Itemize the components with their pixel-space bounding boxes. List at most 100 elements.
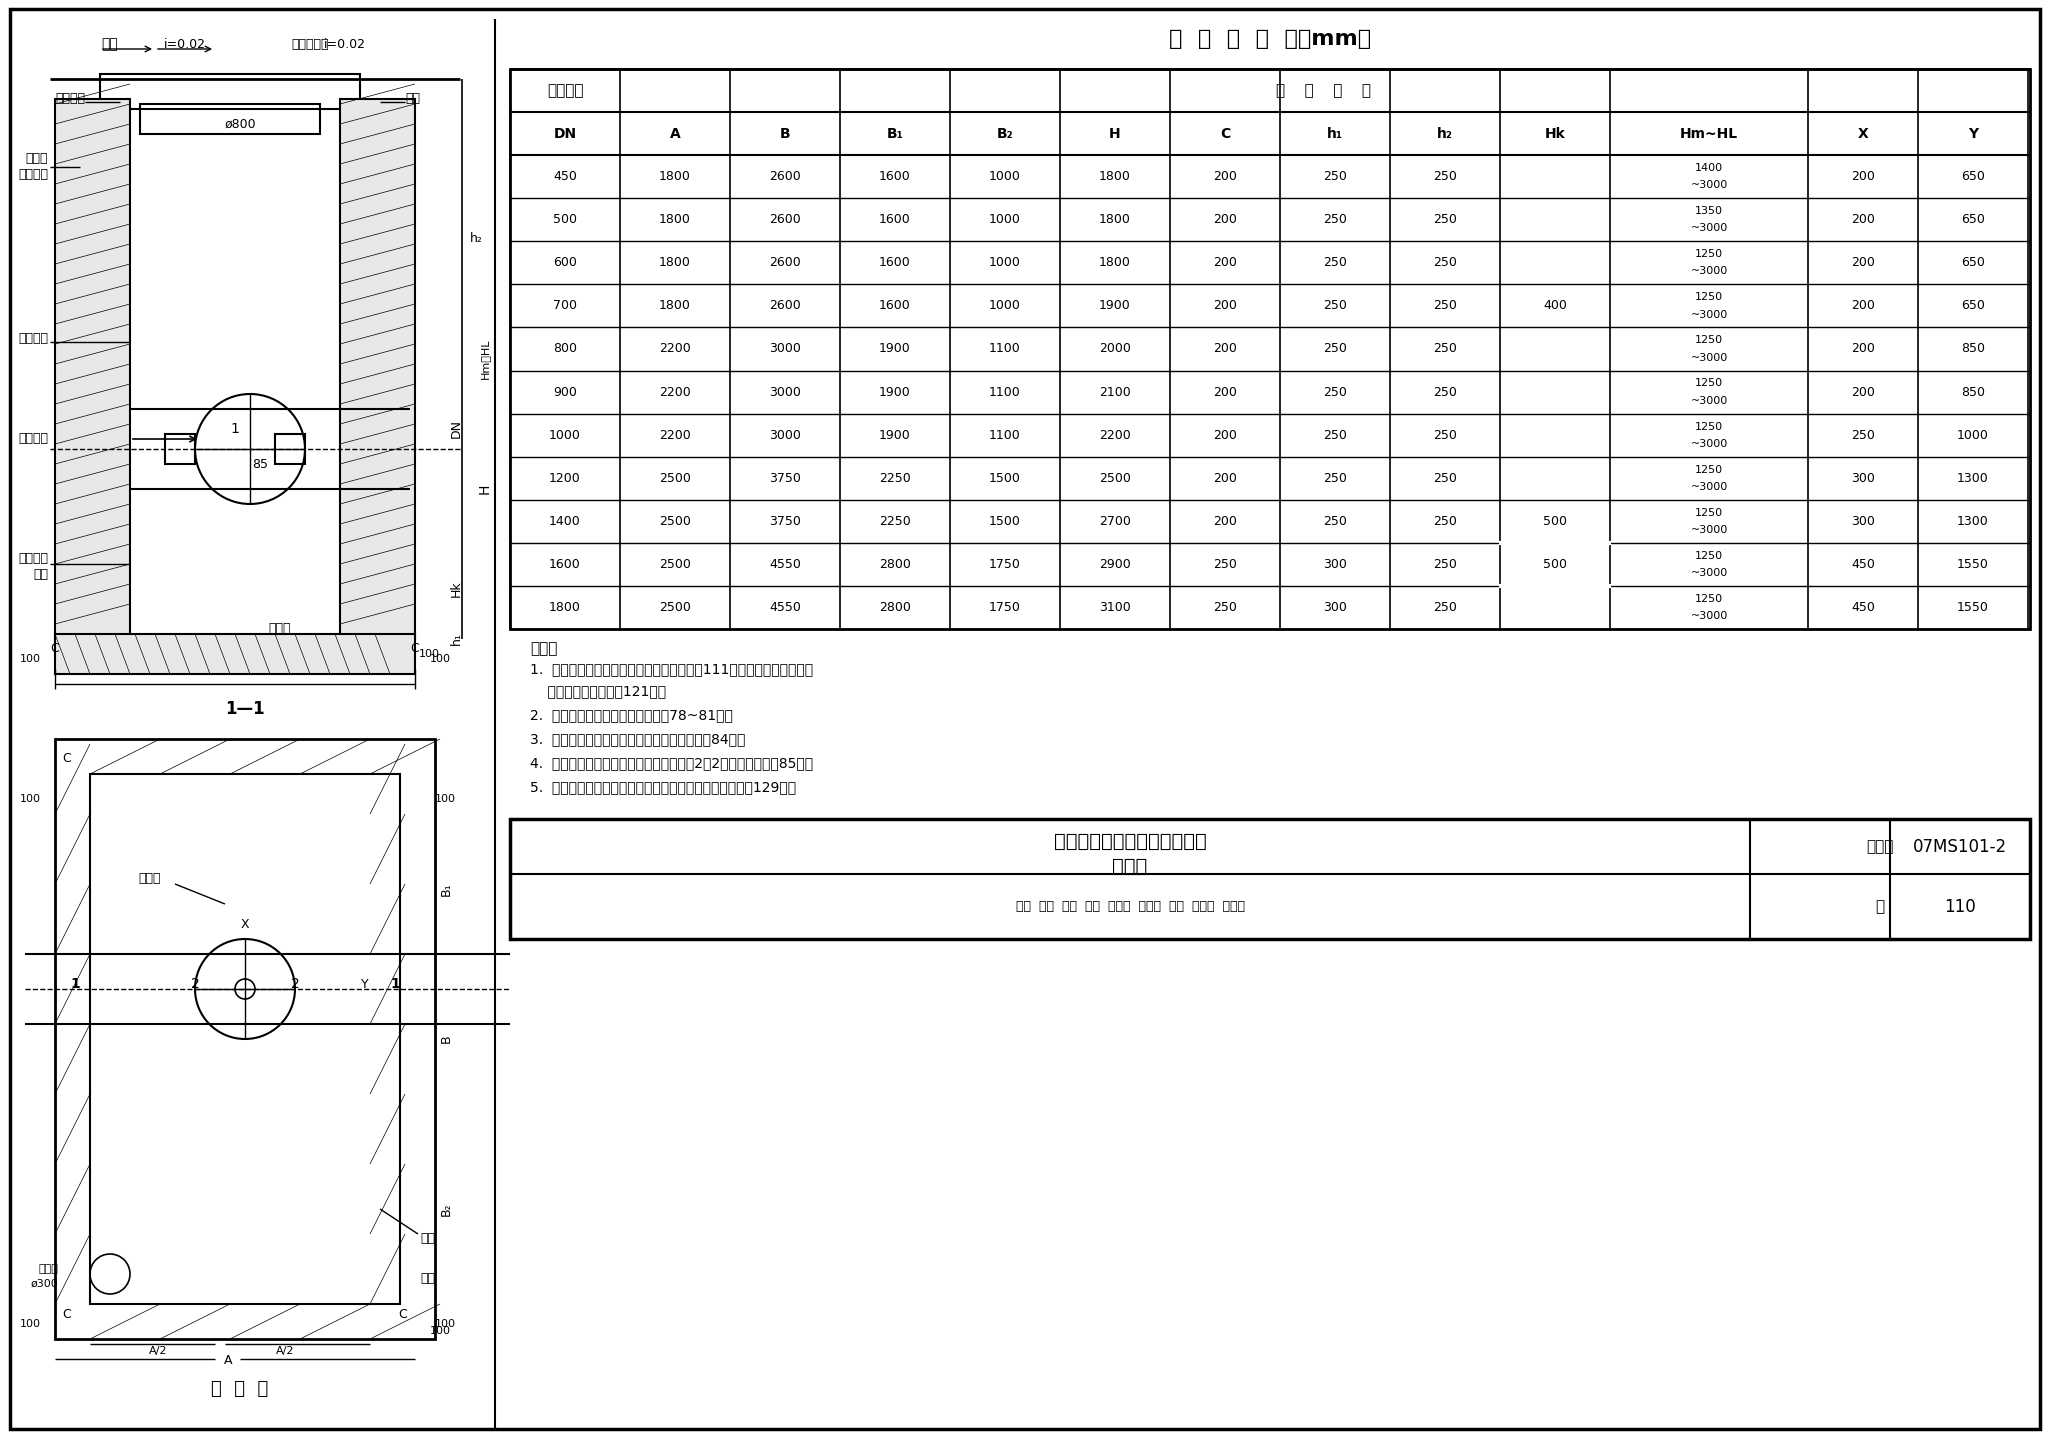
Text: 2500: 2500 <box>659 515 690 528</box>
Text: 2250: 2250 <box>879 472 911 485</box>
Text: 250: 250 <box>1434 342 1456 355</box>
Text: 操作孔: 操作孔 <box>139 872 162 885</box>
Text: 1750: 1750 <box>989 602 1022 614</box>
Text: 250: 250 <box>1323 472 1348 485</box>
Text: 07MS101-2: 07MS101-2 <box>1913 837 2007 856</box>
Text: 1900: 1900 <box>879 342 911 355</box>
Text: 1750: 1750 <box>989 558 1022 571</box>
Text: B₂: B₂ <box>440 1202 453 1216</box>
Text: 200: 200 <box>1851 342 1874 355</box>
Bar <box>55 740 434 1340</box>
Text: 600: 600 <box>553 256 578 269</box>
Text: ~3000: ~3000 <box>1690 439 1729 449</box>
Text: i=0.02: i=0.02 <box>164 37 207 50</box>
Text: h₁: h₁ <box>451 633 463 646</box>
Text: DN: DN <box>553 127 578 141</box>
Text: ø800: ø800 <box>223 118 256 131</box>
Text: 200: 200 <box>1212 342 1237 355</box>
Text: 2600: 2600 <box>770 299 801 312</box>
Text: 500: 500 <box>1542 515 1567 528</box>
Text: B: B <box>780 127 791 141</box>
Text: 1900: 1900 <box>879 386 911 399</box>
Text: 蝶阀井: 蝶阀井 <box>1112 858 1147 876</box>
Text: 水流方向: 水流方向 <box>18 433 47 446</box>
Text: ø300: ø300 <box>31 1279 57 1289</box>
Text: C: C <box>51 642 59 656</box>
Text: 250: 250 <box>1323 429 1348 442</box>
Text: 300: 300 <box>1851 515 1874 528</box>
Text: 1500: 1500 <box>989 515 1022 528</box>
Text: 1600: 1600 <box>879 170 911 183</box>
Text: 1250: 1250 <box>1696 422 1722 432</box>
Text: 凝土盖板: 凝土盖板 <box>18 167 47 180</box>
Text: ~3000: ~3000 <box>1690 223 1729 233</box>
Text: 防水套管: 防水套管 <box>18 553 47 566</box>
Text: 1300: 1300 <box>1958 472 1989 485</box>
Text: 200: 200 <box>1212 386 1237 399</box>
Text: 700: 700 <box>553 299 578 312</box>
Text: 1250: 1250 <box>1696 335 1722 345</box>
Text: 100: 100 <box>434 1320 455 1330</box>
Text: 面布置图见本图集第121页。: 面布置图见本图集第121页。 <box>530 684 666 698</box>
Text: 1—1: 1—1 <box>225 699 264 718</box>
Text: 300: 300 <box>1323 558 1348 571</box>
Text: 1250: 1250 <box>1696 594 1722 604</box>
Text: 踏步: 踏步 <box>420 1272 434 1285</box>
Text: 1800: 1800 <box>659 256 690 269</box>
Text: 250: 250 <box>1851 429 1874 442</box>
Text: 审核  曹巍  冰泷  校对  马连魁  山远魁  设计  姚光石  姚多平: 审核 曹巍 冰泷 校对 马连魁 山远魁 设计 姚光石 姚多平 <box>1016 899 1245 912</box>
Text: 1000: 1000 <box>989 213 1022 226</box>
Text: 1250: 1250 <box>1696 292 1722 302</box>
Text: 1600: 1600 <box>879 299 911 312</box>
Text: 100: 100 <box>20 653 41 663</box>
Text: 450: 450 <box>1851 558 1874 571</box>
Text: ~3000: ~3000 <box>1690 612 1729 622</box>
Text: 650: 650 <box>1962 213 1985 226</box>
Text: 650: 650 <box>1962 299 1985 312</box>
Text: 各  部  尺  寸  表（mm）: 各 部 尺 寸 表（mm） <box>1169 29 1370 49</box>
Bar <box>55 635 416 673</box>
Text: 1000: 1000 <box>549 429 582 442</box>
Text: 1800: 1800 <box>1100 170 1130 183</box>
Text: 200: 200 <box>1851 213 1874 226</box>
Text: 300: 300 <box>1323 602 1348 614</box>
Text: 250: 250 <box>1434 386 1456 399</box>
Text: 1500: 1500 <box>989 472 1022 485</box>
Text: 1250: 1250 <box>1696 249 1722 259</box>
Text: ~3000: ~3000 <box>1690 568 1729 578</box>
Bar <box>510 819 2030 940</box>
Text: 2250: 2250 <box>879 515 911 528</box>
Text: 900: 900 <box>553 386 578 399</box>
Text: 4550: 4550 <box>770 558 801 571</box>
Text: 2200: 2200 <box>1100 429 1130 442</box>
Text: ~3000: ~3000 <box>1690 482 1729 492</box>
Text: 250: 250 <box>1434 170 1456 183</box>
Text: 1800: 1800 <box>659 299 690 312</box>
Text: 2600: 2600 <box>770 213 801 226</box>
Text: 集水坑: 集水坑 <box>268 623 291 636</box>
Text: 250: 250 <box>1323 515 1348 528</box>
Text: 100: 100 <box>430 1325 451 1335</box>
Text: 钢筋混: 钢筋混 <box>25 153 47 165</box>
Text: 250: 250 <box>1212 602 1237 614</box>
Text: 1900: 1900 <box>879 429 911 442</box>
Text: 100: 100 <box>20 794 41 804</box>
Text: 人孔: 人孔 <box>420 1232 434 1246</box>
Text: 1800: 1800 <box>659 213 690 226</box>
Text: 1: 1 <box>70 977 80 991</box>
Text: ~3000: ~3000 <box>1690 353 1729 363</box>
Bar <box>90 774 399 1304</box>
Text: 1800: 1800 <box>1100 213 1130 226</box>
Text: 1000: 1000 <box>989 256 1022 269</box>
Text: C: C <box>412 642 420 656</box>
Text: 1100: 1100 <box>989 342 1020 355</box>
Text: 1: 1 <box>389 977 399 991</box>
Bar <box>274 435 305 463</box>
Text: 200: 200 <box>1851 170 1874 183</box>
Text: i=0.02: i=0.02 <box>324 37 367 50</box>
Text: 200: 200 <box>1212 515 1237 528</box>
Text: ~3000: ~3000 <box>1690 266 1729 276</box>
Text: 1550: 1550 <box>1958 558 1989 571</box>
Text: 2200: 2200 <box>659 386 690 399</box>
Text: Hm～HL: Hm～HL <box>479 338 489 380</box>
